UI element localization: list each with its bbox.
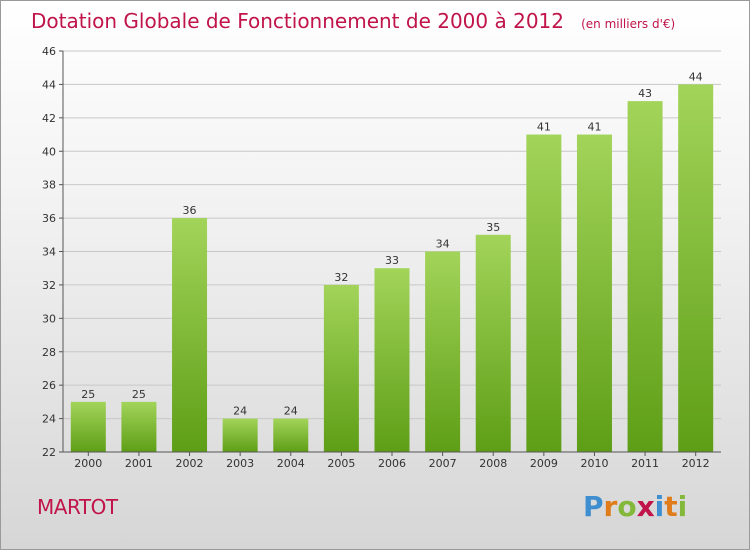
x-tick-label: 2000 — [74, 457, 102, 470]
x-tick-label: 2010 — [580, 457, 608, 470]
x-tick-label: 2011 — [631, 457, 659, 470]
value-label: 25 — [132, 388, 146, 401]
y-tick-label: 34 — [42, 246, 56, 259]
value-label: 36 — [183, 204, 197, 217]
chart-subtitle: (en milliers d'€) — [581, 17, 676, 31]
bar-2000 — [70, 401, 106, 452]
logo-letter: t — [664, 490, 678, 523]
x-tick-label: 2004 — [277, 457, 305, 470]
logo-letter: i — [677, 490, 688, 523]
logo-letter: o — [617, 490, 637, 523]
logo-letter: r — [603, 490, 618, 523]
y-tick-label: 26 — [42, 379, 56, 392]
bar-2011 — [627, 101, 663, 452]
x-tick-label: 2008 — [479, 457, 507, 470]
bar-2005 — [323, 284, 359, 452]
proxiti-logo: Proxiti — [583, 490, 687, 523]
bars — [70, 84, 714, 453]
y-tick-label: 38 — [42, 179, 56, 192]
value-label: 41 — [587, 121, 601, 134]
labels: 22 24 26 28 30 32 34 36 38 40 42 44 46 25 2000 25 2001 36… — [42, 45, 710, 470]
bar-2008 — [475, 234, 511, 452]
bar-2004 — [273, 418, 309, 452]
x-tick-label: 2001 — [125, 457, 153, 470]
bar-2002 — [172, 218, 208, 452]
logo-letter: i — [654, 490, 665, 523]
value-label: 35 — [486, 221, 500, 234]
x-tick-label: 2009 — [530, 457, 558, 470]
bar-2009 — [526, 134, 562, 452]
value-label: 25 — [81, 388, 95, 401]
y-tick-label: 32 — [42, 279, 56, 292]
y-tick-label: 40 — [42, 145, 56, 158]
bar-2010 — [576, 134, 612, 452]
y-tick-label: 46 — [42, 45, 56, 58]
value-label: 43 — [638, 87, 652, 100]
value-label: 33 — [385, 254, 399, 267]
bar-2012 — [678, 84, 714, 453]
value-label: 41 — [537, 121, 551, 134]
value-label: 24 — [284, 405, 298, 418]
value-label: 34 — [436, 238, 450, 251]
y-tick-label: 24 — [42, 413, 56, 426]
x-tick-label: 2003 — [226, 457, 254, 470]
x-tick-label: 2012 — [682, 457, 710, 470]
value-label: 24 — [233, 405, 247, 418]
x-tick-label: 2006 — [378, 457, 406, 470]
y-tick-label: 42 — [42, 112, 56, 125]
y-tick-label: 22 — [42, 446, 56, 459]
bar-2006 — [374, 268, 410, 452]
x-tick-label: 2007 — [429, 457, 457, 470]
x-tick-label: 2002 — [176, 457, 204, 470]
y-tick-label: 28 — [42, 346, 56, 359]
x-tick-label: 2005 — [327, 457, 355, 470]
logo-letter: P — [583, 490, 604, 523]
y-tick-label: 44 — [42, 78, 56, 91]
chart-title: Dotation Globale de Fonctionnement de 20… — [31, 9, 564, 33]
commune-name: MARTOT — [37, 495, 118, 519]
bar-2001 — [121, 401, 157, 452]
title-line: Dotation Globale de Fonctionnement de 20… — [31, 9, 675, 33]
axes — [59, 50, 721, 456]
y-tick-label: 30 — [42, 312, 56, 325]
y-tick-label: 36 — [42, 212, 56, 225]
bar-2003 — [222, 418, 258, 452]
bar-2007 — [425, 251, 461, 452]
value-label: 44 — [689, 70, 703, 83]
value-label: 32 — [334, 271, 348, 284]
logo-letter: x — [636, 490, 655, 523]
